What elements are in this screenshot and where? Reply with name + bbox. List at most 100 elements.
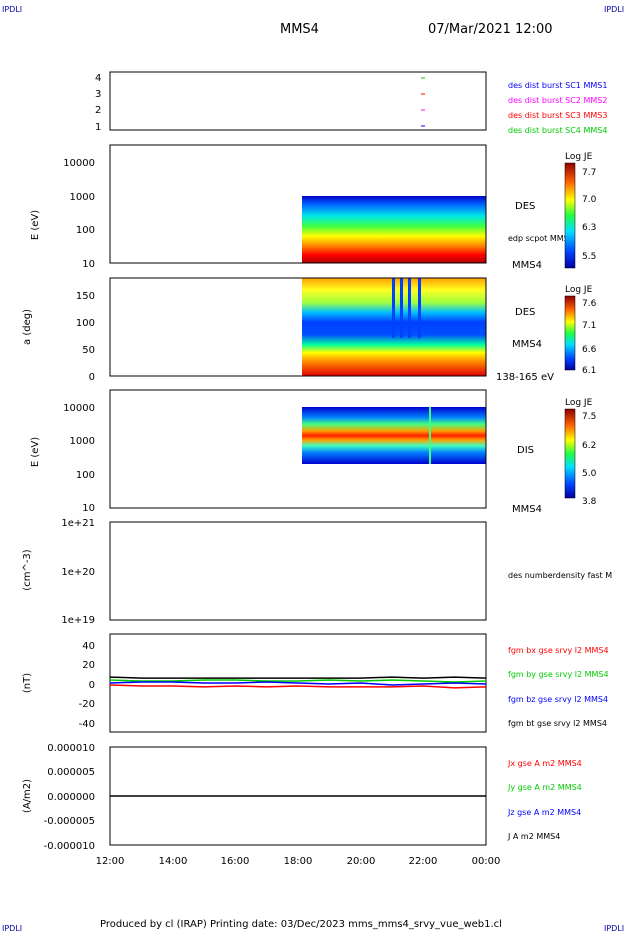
spacecraft-label: MMS4 (512, 339, 542, 350)
x-tick-label: 00:00 (472, 856, 501, 867)
colorbar-title: Log JE (565, 285, 593, 295)
y-tick-label: 1e+21 (61, 518, 95, 529)
y-tick-label: 50 (82, 345, 95, 356)
colorbar-tick: 6.3 (582, 223, 596, 233)
scpot-label: edp scpot MMS4 (508, 234, 574, 243)
colorbar-title: Log JE (565, 152, 593, 162)
x-tick-label: 22:00 (409, 856, 438, 867)
corner-mark-bottom-left: IPDLI (2, 924, 23, 933)
legend-mms3: des dist burst SC3 MMS3 (508, 111, 607, 120)
y-axis-label: E (eV) (30, 210, 41, 240)
corner-mark-top-right: IPDLI (604, 5, 625, 14)
corner-mark-bottom-right: IPDLI (604, 924, 625, 933)
panel-frame (109, 277, 487, 377)
panel-availability: 4 3 2 1 des dist burst SC1 MMS1 des dist… (95, 71, 607, 135)
x-tick-label: 16:00 (221, 856, 250, 867)
y-axis-label: E (eV) (30, 437, 41, 467)
legend-bx: fgm bx gse srvy l2 MMS4 (508, 646, 609, 655)
colorbar-tick: 3.8 (582, 497, 597, 507)
y-tick-label: 100 (76, 225, 95, 236)
y-tick-label: -0.000005 (44, 816, 95, 827)
des-energy-spectrogram (302, 196, 486, 263)
legend-bz: fgm bz gse srvy l2 MMS4 (508, 695, 608, 704)
instrument-label: DES (515, 201, 535, 212)
panel-current: (A/m2) 0.000010 0.000005 0.000000 -0.000… (22, 743, 582, 852)
colorbar-title: Log JE (565, 398, 593, 408)
y-tick-label: 1e+19 (61, 615, 95, 626)
pitch-stripe (400, 278, 403, 338)
y-tick-label: 100 (76, 318, 95, 329)
dis-energy-spectrogram (302, 407, 486, 464)
x-tick-label: 14:00 (159, 856, 188, 867)
colorbar (564, 295, 576, 371)
panel-des-energy: E (eV) 10000 1000 100 10 DES edp scpot M… (30, 144, 597, 271)
legend-jx: Jx gse A m2 MMS4 (507, 759, 582, 768)
y-tick-label: 3 (95, 89, 101, 100)
spacecraft-title: MMS4 (280, 22, 319, 37)
y-tick-label: 4 (95, 73, 101, 84)
colorbar-tick: 6.1 (582, 366, 596, 376)
legend-jz: Jz gse A m2 MMS4 (507, 808, 581, 817)
y-axis-label: (A/m2) (22, 779, 33, 813)
colorbar-tick: 7.6 (582, 299, 597, 309)
panel-frame (109, 389, 487, 509)
legend-mms2: des dist burst SC2 MMS2 (508, 96, 607, 105)
y-tick-label: 100 (76, 470, 95, 481)
y-tick-label: 10000 (63, 158, 95, 169)
colorbar-tick: 7.7 (582, 168, 596, 178)
panel-frame (109, 144, 487, 264)
y-tick-label: 0.000000 (47, 792, 95, 803)
legend-density: des numberdensity fast M (508, 571, 612, 580)
y-tick-label: 10000 (63, 403, 95, 414)
y-tick-label: 1 (95, 122, 101, 133)
y-tick-label: 2 (95, 105, 101, 116)
colorbar-tick: 7.5 (582, 412, 596, 422)
series-line (109, 684, 487, 689)
y-tick-label: 0 (89, 680, 95, 691)
legend-jt: J A m2 MMS4 (507, 832, 560, 841)
instrument-label: DES (515, 307, 535, 318)
y-tick-label: -20 (79, 699, 95, 710)
pitch-stripe (408, 278, 411, 338)
series-line (109, 681, 487, 686)
colorbar-tick: 6.6 (582, 345, 597, 355)
y-tick-label: 0.000005 (47, 767, 95, 778)
y-tick-label: 1000 (70, 436, 95, 447)
y-axis-label: a (deg) (22, 309, 33, 345)
colorbar-tick: 7.0 (582, 195, 597, 205)
colorbar-tick: 5.5 (582, 252, 596, 262)
colorbar (564, 162, 576, 269)
panel-frame (109, 71, 487, 131)
x-axis: 12:00 14:00 16:00 18:00 20:00 22:00 00:0… (96, 856, 501, 867)
panel-dis-energy: E (eV) 10000 1000 100 10 DIS MMS4 Log JE… (30, 389, 597, 515)
y-tick-label: 20 (82, 660, 95, 671)
instrument-label: DIS (517, 445, 534, 456)
pitch-stripe (418, 278, 421, 338)
y-tick-label: 0 (89, 372, 95, 383)
legend-by: fgm by gse srvy l2 MMS4 (508, 670, 609, 679)
y-tick-label: 1e+20 (61, 567, 95, 578)
corner-mark-top-left: IPDLI (2, 5, 23, 14)
footer-text: Produced by cl (IRAP) Printing date: 03/… (100, 919, 502, 930)
x-tick-label: 12:00 (96, 856, 125, 867)
panel-fgm: (nT) 40 20 0 -20 -40 fgm bx gse srvy l2 … (22, 633, 609, 733)
y-tick-label: 10 (82, 259, 95, 270)
y-tick-label: 150 (76, 291, 95, 302)
y-axis-label: (nT) (22, 673, 33, 693)
y-tick-label: -0.000010 (44, 841, 95, 852)
spacecraft-label: MMS4 (512, 260, 542, 271)
panel-frame (109, 521, 487, 621)
colorbar-tick: 7.1 (582, 321, 596, 331)
energy-range-label: 138-165 eV (496, 372, 554, 383)
panel-density: (cm^-3) 1e+21 1e+20 1e+19 des numberdens… (22, 518, 612, 626)
y-axis-label: (cm^-3) (22, 549, 33, 590)
colorbar-tick: 5.0 (582, 469, 597, 479)
legend-bt: fgm bt gse srvy l2 MMS4 (508, 719, 607, 728)
x-tick-label: 20:00 (347, 856, 376, 867)
y-tick-label: 1000 (70, 192, 95, 203)
y-tick-label: -40 (79, 719, 95, 730)
colorbar-tick: 6.2 (582, 441, 596, 451)
y-tick-label: 40 (82, 641, 95, 652)
y-tick-label: 10 (82, 503, 95, 514)
